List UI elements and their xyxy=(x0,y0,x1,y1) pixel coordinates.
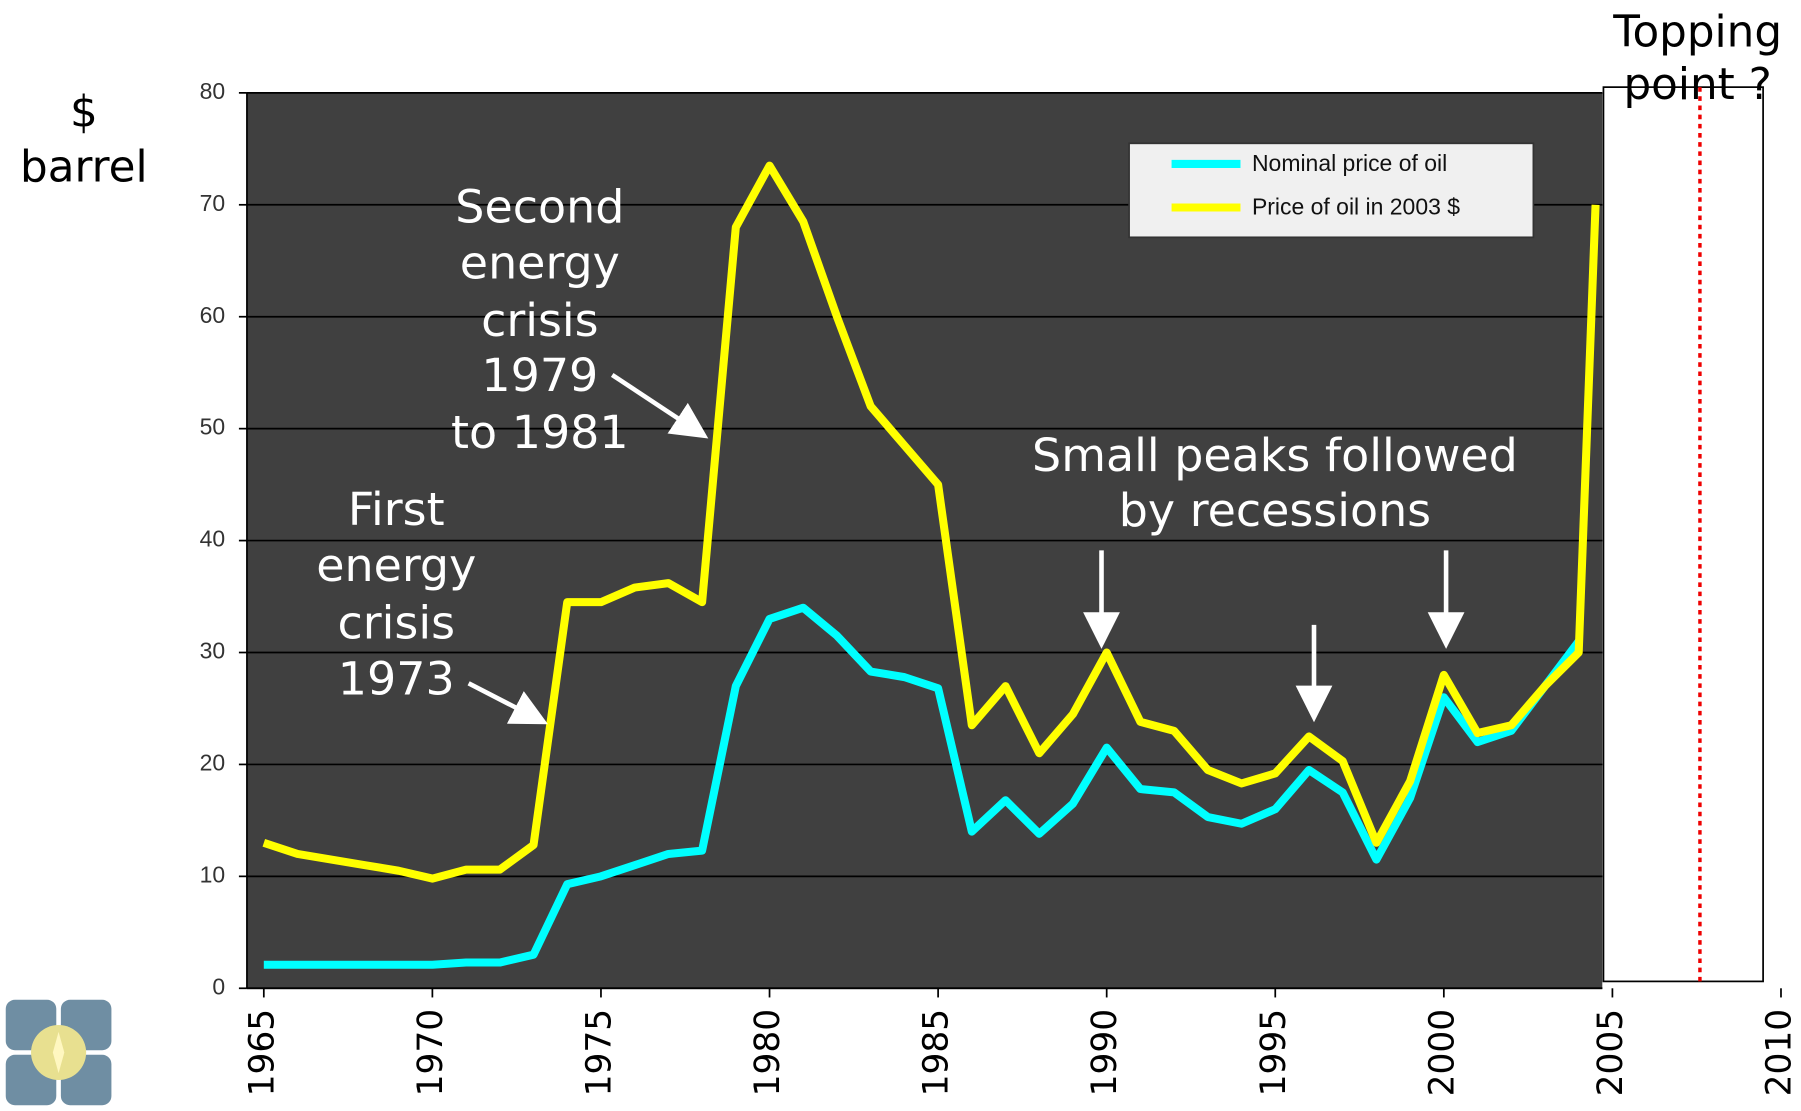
annotation: Small peaks followed xyxy=(1032,428,1518,482)
y-tick-label: 30 xyxy=(200,638,226,664)
y-tick-label: 70 xyxy=(200,190,226,216)
arrow xyxy=(610,372,709,439)
y-tick-label: 10 xyxy=(200,861,226,887)
annotation: energy xyxy=(460,236,620,290)
annotation: 1979 xyxy=(481,348,598,402)
legend-label: Price of oil in 2003 $ xyxy=(1252,194,1460,220)
x-tick-label: 2000 xyxy=(1422,1009,1462,1096)
arrow xyxy=(467,681,549,725)
x-tick-label: 2005 xyxy=(1591,1009,1631,1096)
series-line xyxy=(262,161,1600,883)
annotation: crisis xyxy=(338,596,456,650)
x-tick-label: 1985 xyxy=(917,1009,957,1096)
legend-label: Nominal price of oil xyxy=(1252,150,1447,176)
y-tick-label: 60 xyxy=(200,302,226,328)
annotation: point ? xyxy=(1623,60,1771,110)
x-tick-label: 2010 xyxy=(1759,1009,1799,1096)
y-axis-label: barrel xyxy=(20,143,148,193)
annotation: 1973 xyxy=(338,652,455,706)
logo xyxy=(5,999,112,1106)
x-tick-label: 1990 xyxy=(1085,1009,1125,1096)
annotation: Topping xyxy=(1612,7,1782,57)
annotation: to 1981 xyxy=(451,405,629,459)
x-tick-label: 1980 xyxy=(748,1009,788,1096)
annotation: Second xyxy=(455,179,624,233)
series-line xyxy=(263,603,1582,969)
y-tick-label: 80 xyxy=(200,78,226,104)
y-tick-label: 50 xyxy=(200,414,226,440)
annotation: crisis xyxy=(481,293,599,347)
x-tick-label: 1995 xyxy=(1254,1009,1294,1096)
y-tick-label: 0 xyxy=(212,973,225,999)
annotation: by recessions xyxy=(1119,483,1431,537)
x-tick-label: 1975 xyxy=(579,1009,619,1096)
annotation: First xyxy=(348,482,445,536)
topping-box xyxy=(1602,86,1764,983)
legend xyxy=(1128,142,1535,239)
y-axis-label: $ xyxy=(70,88,98,138)
x-tick-label: 1965 xyxy=(242,1009,282,1096)
annotation: energy xyxy=(316,538,476,592)
x-tick-label: 1970 xyxy=(411,1009,451,1096)
y-tick-label: 40 xyxy=(200,526,226,552)
y-tick-label: 20 xyxy=(200,750,226,776)
